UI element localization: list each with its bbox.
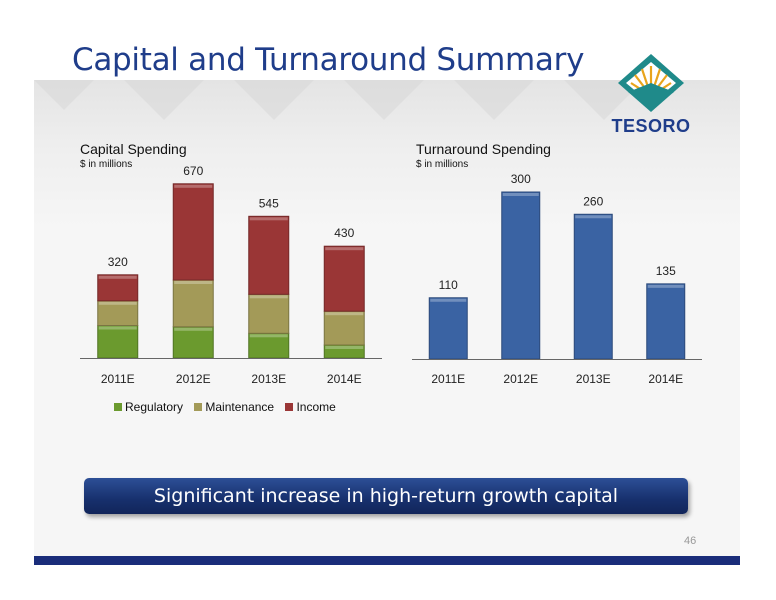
x-tick-2014e: 2014E [327, 372, 362, 386]
total-label-2012e: 670 [183, 164, 203, 178]
capital-chart-legend: Regulatory Maintenance Income [114, 400, 344, 414]
bar-income-2014e-highlight [325, 247, 364, 251]
legend-item-income: Income [285, 400, 336, 414]
bar-income-2013e-highlight [249, 217, 288, 221]
bar-turnaround-2012e [501, 191, 541, 360]
bar-maintenance-2011e-highlight [98, 301, 137, 305]
value-label-2014e: 135 [656, 264, 676, 278]
turnaround-chart-title: Turnaround Spending [416, 141, 551, 157]
bar-maintenance-2014e [323, 310, 365, 346]
turnaround-chart-subtitle: $ in millions [416, 159, 469, 170]
footer-bar [34, 556, 740, 565]
logo-wordmark: TESORO [611, 116, 691, 136]
page-number: 46 [684, 535, 697, 547]
company-logo: TESORO [606, 52, 696, 144]
legend-item-regulatory: Regulatory [114, 400, 183, 414]
bar-income-2014e [323, 245, 365, 312]
bar-income-2011e [97, 274, 139, 302]
bar-turnaround-2013e [573, 213, 613, 360]
turnaround-x-tick-2012e: 2012E [503, 372, 538, 386]
legend-label-maintenance: Maintenance [205, 400, 275, 414]
bar-turnaround-2011e [428, 297, 468, 360]
turnaround-x-tick-2011e: 2011E [431, 372, 465, 386]
legend-item-maintenance: Maintenance [194, 400, 274, 414]
x-tick-2011e: 2011E [101, 372, 135, 386]
value-label-2012e: 300 [511, 172, 531, 186]
capital-chart-subtitle: $ in millions [80, 159, 133, 170]
turnaround-x-tick-2014e: 2014E [648, 372, 683, 386]
total-label-2013e: 545 [259, 196, 279, 210]
bar-income-2013e [248, 215, 290, 295]
bar-turnaround-2014e [646, 283, 686, 360]
bar-turnaround-2012e-highlight [502, 193, 539, 196]
legend-label-income: Income [296, 400, 336, 414]
value-label-2011e: 110 [439, 278, 458, 292]
x-tick-2012e: 2012E [176, 372, 211, 386]
bar-turnaround-2011e-highlight [430, 298, 467, 302]
x-tick-2013e: 2013E [251, 372, 286, 386]
bar-income-2012e [172, 183, 214, 281]
bar-income-2012e-highlight [174, 184, 213, 188]
bar-regulatory-2012e-highlight [174, 327, 213, 331]
regulatory-swatch [114, 403, 122, 411]
bar-maintenance-2012e-highlight [174, 281, 213, 284]
value-label-2013e: 260 [583, 194, 603, 208]
key-message-callout: Significant increase in high-return grow… [84, 478, 688, 514]
legend-label-regulatory: Regulatory [125, 400, 184, 414]
income-swatch [285, 403, 294, 411]
total-label-2011e: 320 [108, 255, 128, 269]
bar-regulatory-2011e-highlight [98, 326, 137, 330]
capital-chart-title: Capital Spending [80, 141, 187, 157]
bar-regulatory-2014e-highlight [325, 346, 364, 349]
slide-title: Capital and Turnaround Summary [72, 42, 585, 78]
maintenance-swatch [194, 403, 203, 411]
bar-maintenance-2013e [248, 293, 290, 334]
bar-maintenance-2014e-highlight [325, 312, 364, 316]
bar-maintenance-2012e [172, 279, 214, 328]
turnaround-x-tick-2013e: 2013E [576, 372, 611, 386]
tesoro-starburst-icon [618, 54, 684, 112]
bar-regulatory-2013e [248, 332, 290, 359]
bar-maintenance-2013e-highlight [249, 295, 288, 299]
bar-maintenance-2011e [97, 300, 139, 326]
bar-regulatory-2013e-highlight [249, 334, 288, 338]
bar-turnaround-2014e-highlight [647, 284, 684, 288]
diamond-pattern [34, 80, 644, 120]
total-label-2014e: 430 [334, 226, 354, 240]
bar-turnaround-2013e-highlight [575, 215, 612, 219]
bar-regulatory-2011e [97, 325, 139, 359]
bar-income-2011e-highlight [98, 275, 137, 279]
